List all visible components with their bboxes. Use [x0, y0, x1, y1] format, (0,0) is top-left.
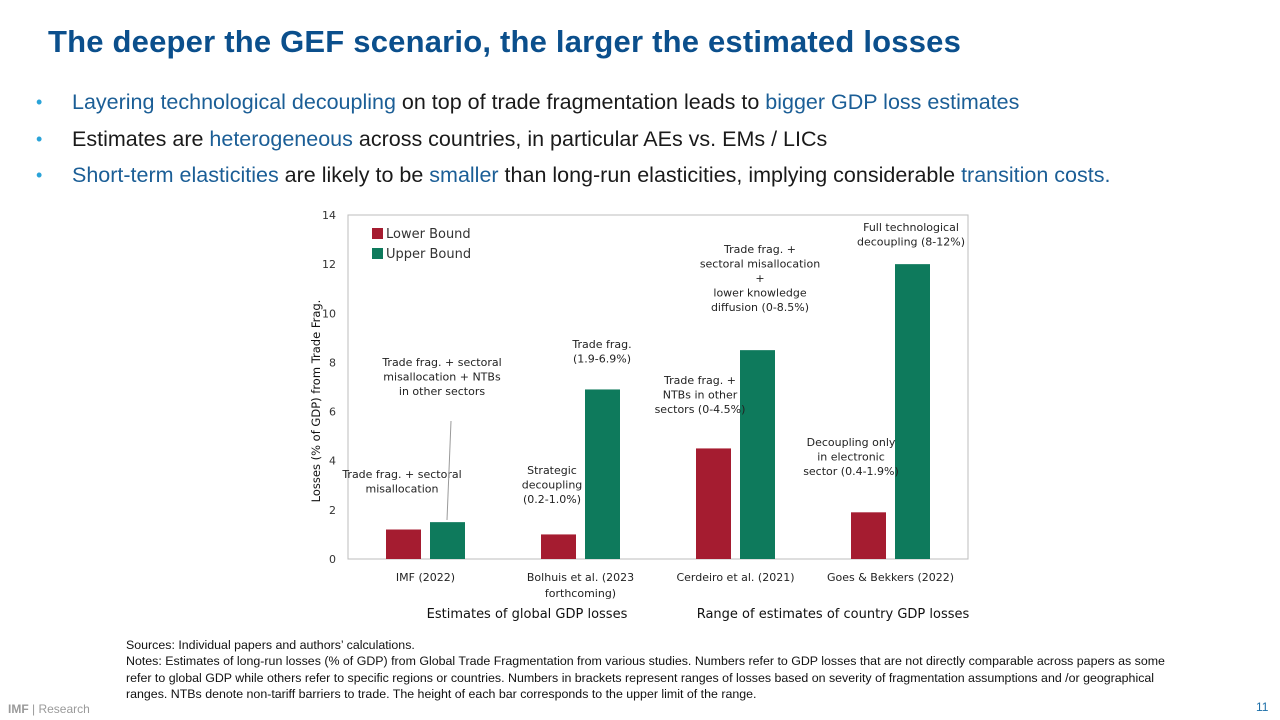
bullet-text: than long-run elasticities, implying con… [498, 163, 962, 187]
bar-annotation-line: NTBs in other [663, 389, 738, 402]
y-tick-label: 10 [322, 307, 336, 320]
bullet-list: • Layering technological decoupling on to… [36, 86, 1110, 196]
bar-upper-bound [895, 264, 930, 559]
bar-annotation: Decoupling only in electronic sector (0.4-… [803, 436, 899, 478]
x-tick-label-line: Bolhuis et al. (2023 [527, 571, 634, 584]
legend-swatch [372, 248, 383, 259]
bar-annotation-line: lower knowledge [713, 287, 806, 300]
highlight-text: Layering technological decoupling [72, 90, 396, 114]
x-tick-label-line: forthcoming) [545, 587, 616, 600]
slide-title: The deeper the GEF scenario, the larger … [48, 24, 962, 59]
bar-annotation: Trade frag. + sectoral misallocation + NT… [381, 356, 501, 398]
legend-label: Lower Bound [386, 227, 471, 242]
bar-annotation-line: Trade frag. + sectoral [381, 356, 501, 369]
x-tick-label: Goes & Bekkers (2022) [827, 571, 954, 584]
bar-annotation-line: decoupling (8-12%) [857, 236, 965, 249]
y-axis-label: Losses (% of GDP) from Trade Frag. [309, 300, 323, 503]
y-tick-label: 4 [329, 455, 336, 468]
y-tick-label: 0 [329, 553, 336, 566]
gdp-loss-bar-chart: 0 2 4 6 8 10 12 14 Losses (% of GDP) from Trade … [309, 209, 970, 622]
y-tick-label: 8 [329, 356, 336, 369]
y-tick-label: 2 [329, 504, 336, 517]
x-tick-label-line: IMF (2022) [396, 571, 455, 584]
bar-upper-bound [740, 350, 775, 559]
bullet-text: Estimates are [72, 126, 210, 151]
bar-annotation: Trade frag. + NTBs in other sectors (0-4.5… [655, 374, 746, 416]
bar-annotation-line: (1.9-6.9%) [573, 353, 631, 366]
bullet-text: are likely to be [278, 163, 430, 187]
plot-frame [347, 214, 969, 560]
sources-note: Sources: Individual papers and authors’ … [126, 638, 415, 652]
bar-annotation-line: Trade frag. + [663, 374, 736, 387]
bar-annotation-line: misallocation + NTBs [383, 371, 501, 384]
legend-swatch [372, 228, 383, 239]
footer-separator: | [28, 702, 39, 716]
x-tick-label: Cerdeiro et al. (2021) [676, 571, 794, 584]
legend-label: Upper Bound [386, 247, 471, 262]
highlight-text: transition costs. [961, 163, 1111, 187]
x-tick-label: IMF (2022) [396, 571, 455, 584]
bar-annotation-line: diffusion (0-8.5%) [711, 301, 809, 314]
chart-notes: Sources: Individual papers and authors’ … [126, 637, 1186, 702]
bar-annotation: Strategic decoupling (0.2-1.0%) [522, 464, 583, 506]
bar-annotation-line: (0.2-1.0%) [523, 493, 581, 506]
imf-logo: IMF [8, 702, 29, 716]
group-label: Range of estimates of country GDP losses [697, 607, 970, 622]
highlight-text: Short-term elasticities [72, 163, 279, 187]
bar-annotation-line: + [755, 272, 764, 285]
bullet-dot-icon: • [36, 128, 43, 149]
bar-annotation-line: in electronic [817, 451, 885, 464]
x-tick-label-line: Goes & Bekkers (2022) [827, 571, 954, 584]
bullet-dot-icon: • [36, 165, 43, 185]
bar-annotation-line: sector (0.4-1.9%) [803, 465, 899, 478]
bar-lower-bound [696, 448, 731, 559]
bar-annotation-line: sectors (0-4.5%) [655, 403, 746, 416]
bullet-item: • Layering technological decoupling on to… [36, 86, 1110, 123]
bar-annotation-line: sectoral misallocation [700, 258, 820, 271]
highlight-text: smaller [429, 163, 499, 187]
bar-lower-bound [386, 529, 421, 559]
highlight-text: bigger GDP loss estimates [765, 90, 1020, 114]
x-tick-label: Bolhuis et al. (2023 forthcoming) [527, 571, 634, 600]
bullet-dot-icon: • [36, 92, 43, 112]
bar-annotation-line: decoupling [522, 479, 583, 492]
group-label: Estimates of global GDP losses [427, 607, 628, 622]
y-tick-label: 14 [322, 209, 336, 222]
bar-lower-bound [851, 512, 886, 559]
bar-annotation: Trade frag. + sectoral misallocation [341, 468, 461, 496]
bar-lower-bound [541, 534, 576, 559]
bullet-item: • Short-term elasticities are likely to b… [36, 159, 1110, 196]
bar-annotation: Trade frag. (1.9-6.9%) [571, 338, 631, 366]
highlight-text: heterogeneous [209, 126, 353, 151]
bar-annotation: Trade frag. + sectoral misallocation + lowe… [700, 243, 820, 314]
footer-brand: IMF | Research [8, 702, 90, 716]
bullet-item: • Estimates are heterogeneous across coun… [36, 123, 1110, 160]
y-tick-label: 6 [329, 406, 336, 419]
bar-annotation-line: Trade frag. + [723, 243, 796, 256]
bar-annotation-line: Decoupling only [807, 436, 896, 449]
methodology-note: Notes: Estimates of long-run losses (% o… [126, 654, 1165, 701]
bar-annotation-line: Trade frag. [571, 338, 631, 351]
bar-annotation-line: Strategic [527, 464, 577, 477]
footer-section: Research [38, 702, 90, 716]
bullet-text: across countries, in particular AEs vs. … [352, 126, 828, 151]
bar-annotation-line: Full technological [863, 221, 959, 234]
bar-upper-bound [430, 522, 465, 559]
bar-annotation-line: in other sectors [399, 385, 485, 398]
annotation-leader-line [446, 420, 452, 521]
x-tick-label-line: Cerdeiro et al. (2021) [676, 571, 794, 584]
page-number: 11 [1256, 700, 1269, 714]
bar-annotation-line: Trade frag. + sectoral [341, 468, 461, 481]
bullet-text: on top of trade fragmentation leads to [395, 90, 766, 114]
bar-annotation: Full technological decoupling (8-12%) [857, 221, 965, 249]
bar-upper-bound [585, 389, 620, 559]
bar-annotation-line: misallocation [366, 483, 439, 496]
y-tick-label: 12 [322, 258, 336, 271]
